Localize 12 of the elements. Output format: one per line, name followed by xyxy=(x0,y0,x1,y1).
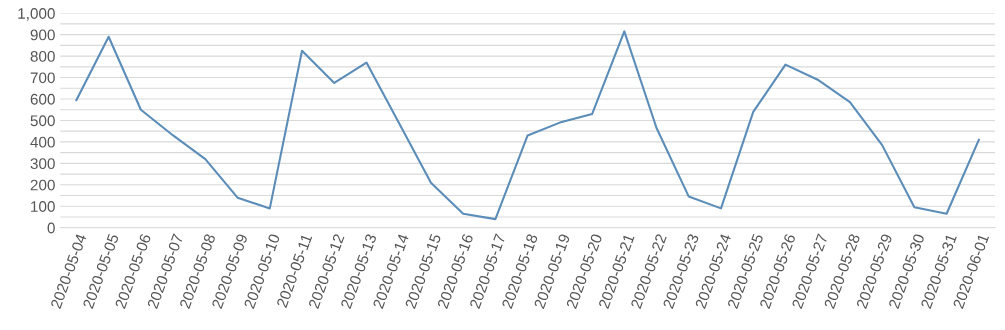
y-tick-label: 1,000 xyxy=(18,8,55,21)
y-tick-label: 100 xyxy=(31,201,55,212)
y-tick-label: 900 xyxy=(30,29,55,41)
y-tick-label: 0 xyxy=(47,222,55,234)
y-tick-label: 800 xyxy=(30,50,55,62)
y-tick-label: 500 xyxy=(30,115,55,127)
line-series xyxy=(75,30,980,221)
y-tick-label: 700 xyxy=(30,72,55,84)
y-tick-label: 200 xyxy=(30,179,55,191)
y-tick-label: 600 xyxy=(30,93,55,105)
y-tick-label: 400 xyxy=(30,136,55,148)
y-tick-label: 300 xyxy=(30,158,55,170)
